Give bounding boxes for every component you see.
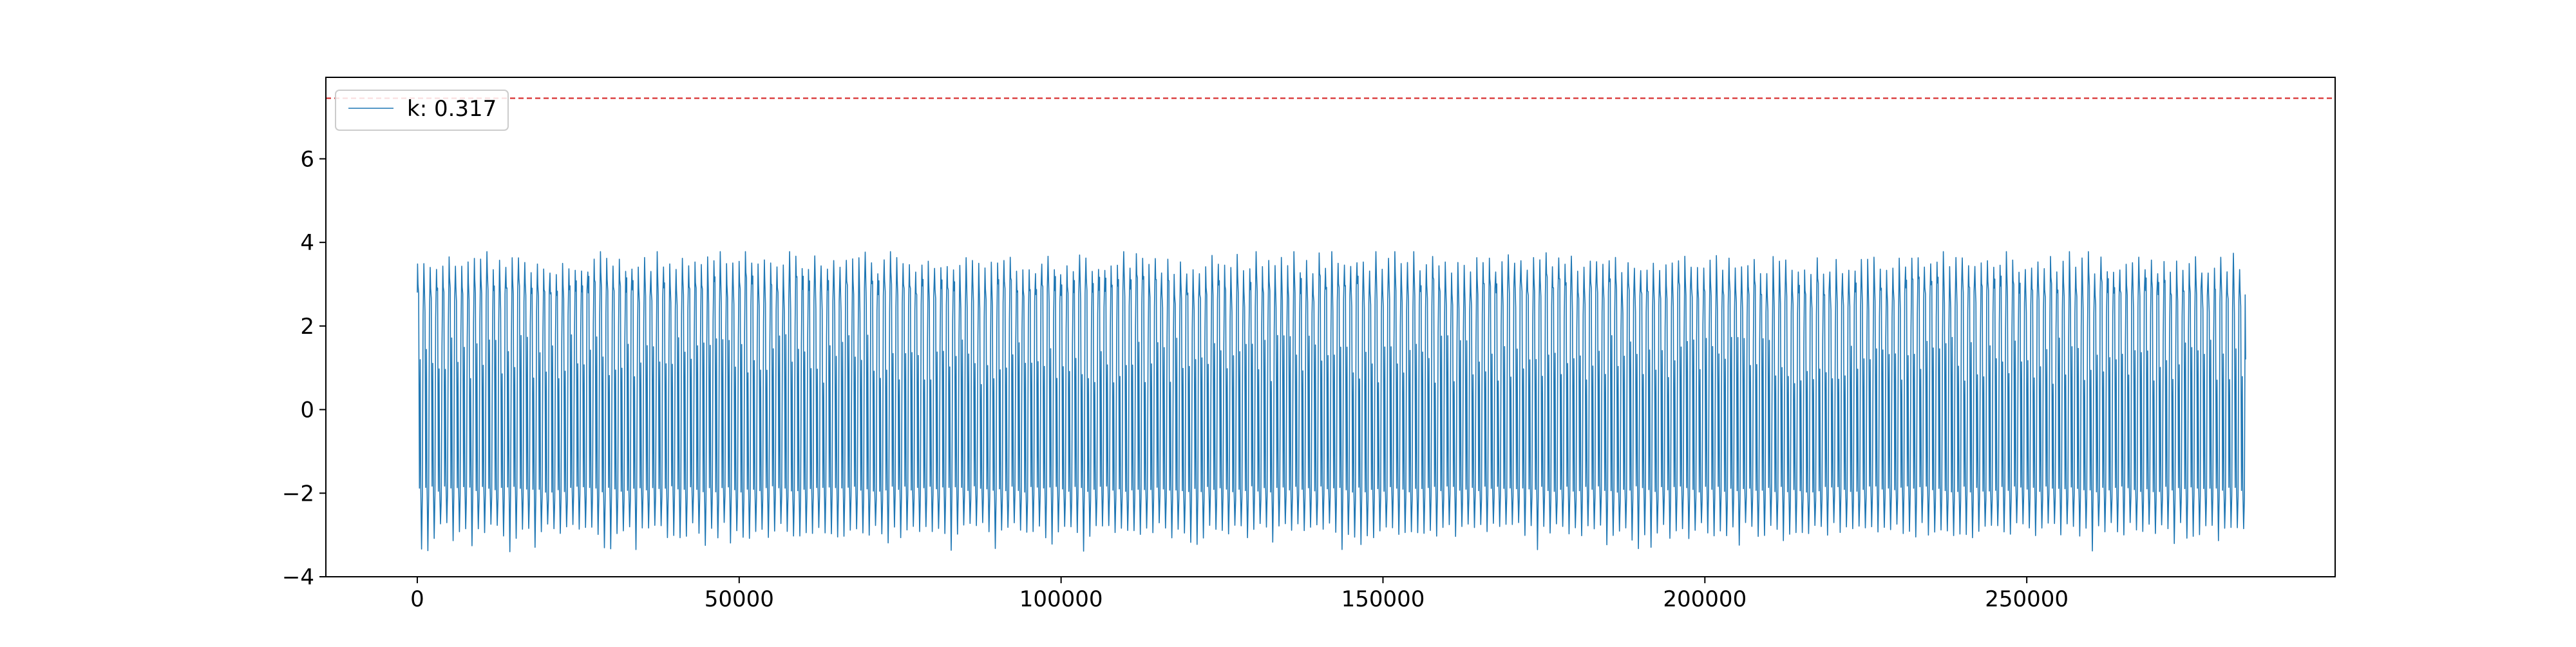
series-line-k <box>417 251 2246 552</box>
legend-entry-label: k: 0.317 <box>407 96 497 122</box>
y-tick-label: 6 <box>300 146 314 172</box>
x-tick-label: 150000 <box>1341 586 1425 612</box>
y-tick-label: 0 <box>300 398 314 423</box>
x-tick-label: 50000 <box>705 586 774 612</box>
y-tick-label: 2 <box>300 314 314 340</box>
x-tick-label: 200000 <box>1663 586 1747 612</box>
x-tick-label: 100000 <box>1019 586 1103 612</box>
legend: k: 0.317 <box>335 90 509 131</box>
x-tick-label: 250000 <box>1985 586 2069 612</box>
plot-area <box>326 97 2335 552</box>
y-tick-label: 4 <box>300 230 314 256</box>
axes: 0 50000 100000 150000 200000 250000 −4 −2 0 2 4 6 <box>282 77 2336 612</box>
legend-box <box>335 90 509 131</box>
plot-frame <box>325 77 2336 577</box>
y-tick-label: −2 <box>282 481 314 507</box>
y-tick-label: −4 <box>282 565 314 590</box>
x-tick-label: 0 <box>410 586 424 612</box>
